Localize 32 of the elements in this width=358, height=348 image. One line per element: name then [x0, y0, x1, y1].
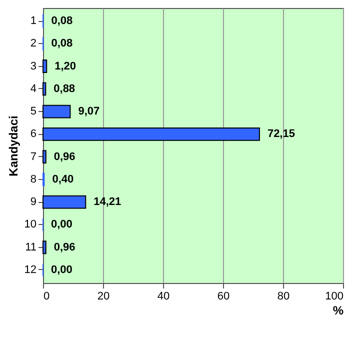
y-tick-label: 12 — [24, 264, 36, 276]
data-label: 0,88 — [54, 82, 76, 95]
data-label: 14,21 — [94, 196, 122, 208]
y-tick-label: 4 — [30, 82, 36, 95]
x-tick-label: 100 — [325, 290, 344, 302]
y-tick-label: 8 — [30, 173, 36, 186]
y-tick-label: 6 — [30, 128, 36, 140]
data-label: 0,40 — [52, 173, 74, 186]
data-label: 0,08 — [51, 15, 73, 28]
data-label: 1,20 — [54, 60, 76, 72]
y-tick-label: 1 — [30, 15, 36, 28]
data-label: 9,07 — [78, 106, 100, 118]
y-tick-label: 2 — [30, 38, 36, 50]
y-tick-label: 11 — [25, 241, 36, 254]
data-label: 0,08 — [51, 38, 73, 50]
x-tick-label: 20 — [97, 290, 110, 302]
x-tick-label: 80 — [277, 290, 290, 302]
x-tick-label: 40 — [157, 290, 170, 302]
y-tick-label: 10 — [24, 218, 36, 231]
data-label: 0,96 — [54, 241, 76, 254]
y-tick-label: 5 — [30, 106, 36, 118]
x-tick-label: 0 — [44, 290, 50, 302]
data-label: 0,00 — [51, 218, 72, 231]
x-axis-title: % — [332, 304, 344, 318]
data-label: 0,00 — [51, 264, 72, 276]
y-tick-label: 9 — [30, 196, 36, 208]
y-tick-label: 3 — [30, 60, 36, 72]
x-tick-label: 60 — [217, 290, 230, 302]
data-label: 72,15 — [267, 128, 295, 140]
y-axis-title: Kandydaci — [6, 116, 20, 176]
y-tick-label: 7 — [30, 150, 36, 163]
data-label: 0,96 — [54, 150, 76, 163]
